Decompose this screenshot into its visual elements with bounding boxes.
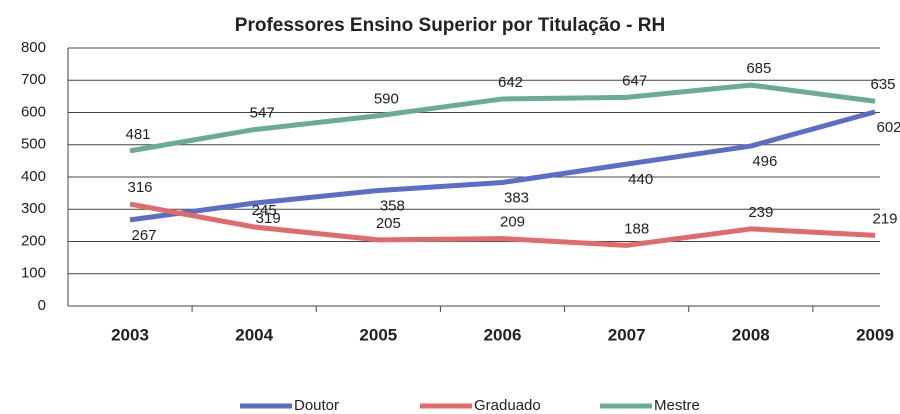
data-label: 319	[256, 210, 281, 227]
x-tick-label: 2004	[235, 325, 273, 344]
data-label: 547	[250, 105, 275, 122]
x-tick-label: 2006	[484, 325, 522, 344]
data-label: 635	[870, 76, 895, 93]
data-label: 358	[380, 198, 405, 215]
x-tick-label: 2003	[111, 325, 149, 344]
data-label: 481	[125, 126, 150, 143]
data-label: 316	[127, 179, 152, 196]
data-label: 245	[252, 202, 277, 219]
y-tick-label: 300	[21, 200, 46, 217]
data-label: 267	[131, 227, 156, 244]
data-label: 647	[622, 72, 647, 89]
y-tick-label: 200	[21, 232, 46, 249]
data-label: 188	[624, 220, 649, 237]
y-tick-label: 100	[21, 265, 46, 282]
legend-label: Graduado	[474, 397, 541, 414]
data-label: 642	[498, 74, 523, 91]
data-label: 685	[746, 60, 771, 77]
y-tick-label: 700	[21, 71, 46, 88]
x-tick-label: 2008	[732, 325, 770, 344]
legend-label: Doutor	[294, 397, 339, 414]
data-label: 590	[374, 91, 399, 108]
data-label: 496	[752, 153, 777, 170]
data-label: 209	[500, 214, 525, 231]
series-line	[129, 82, 876, 154]
y-tick-label: 0	[38, 297, 46, 314]
y-tick-label: 600	[21, 103, 46, 120]
data-label: 239	[748, 204, 773, 221]
data-label: 440	[628, 171, 653, 188]
y-tick-label: 400	[21, 168, 46, 185]
series-line	[129, 201, 876, 248]
data-label: 205	[376, 215, 401, 232]
x-tick-label: 2009	[856, 325, 894, 344]
y-tick-label: 500	[21, 136, 46, 153]
data-label: 602	[876, 119, 900, 136]
data-label: 383	[504, 189, 529, 206]
data-label: 219	[872, 210, 897, 227]
chart-title: Professores Ensino Superior por Titulaçã…	[235, 15, 665, 36]
series-line	[129, 109, 876, 223]
y-tick-label: 800	[21, 39, 46, 56]
x-tick-label: 2005	[359, 325, 397, 344]
x-tick-label: 2007	[608, 325, 646, 344]
legend-label: Mestre	[654, 397, 700, 414]
